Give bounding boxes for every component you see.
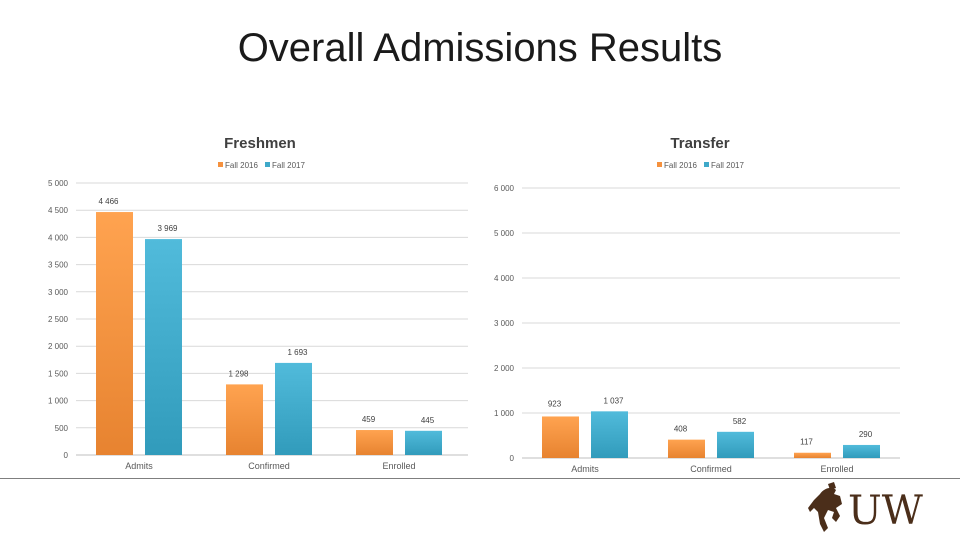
freshmen-bar-enrolled-fall-2017 [405, 430, 442, 455]
transfer-data-label-confirmed-0: 408 [674, 425, 688, 434]
freshmen-ytick-label-7: 3 500 [48, 261, 69, 270]
transfer-ytick-label-6: 6 000 [494, 184, 515, 193]
transfer-category-label-1: Confirmed [690, 464, 732, 474]
transfer-data-label-confirmed-1: 582 [733, 417, 747, 426]
transfer-bar-enrolled-fall-2016 [794, 452, 831, 458]
freshmen-data-label-admits-0: 4 466 [98, 197, 119, 206]
freshmen-ytick-label-1: 500 [55, 424, 69, 433]
transfer-data-label-admits-1: 1 037 [603, 396, 624, 405]
freshmen-data-label-enrolled-1: 445 [421, 416, 435, 425]
freshmen-ytick-label-5: 2 500 [48, 315, 69, 324]
freshmen-legend-swatch-1 [265, 162, 270, 167]
freshmen-ytick-label-2: 1 000 [48, 397, 69, 406]
freshmen-category-label-1: Confirmed [248, 461, 290, 471]
transfer-data-label-enrolled-0: 117 [800, 438, 813, 447]
transfer-legend-label-0: Fall 2016 [664, 161, 697, 170]
freshmen-ytick-label-0: 0 [64, 451, 69, 460]
uw-logo: UW [808, 482, 923, 534]
transfer-bar-admits-fall-2016 [542, 416, 579, 458]
transfer-bar-confirmed-fall-2016 [668, 439, 705, 458]
transfer-ytick-label-1: 1 000 [494, 409, 515, 418]
freshmen-bar-confirmed-fall-2017 [275, 362, 312, 455]
transfer-chart-title: Transfer [670, 135, 729, 152]
freshmen-legend-swatch-0 [218, 162, 223, 167]
freshmen-data-label-admits-1: 3 969 [157, 224, 178, 233]
transfer-bar-enrolled-fall-2017 [843, 444, 880, 458]
transfer-data-label-admits-0: 923 [548, 399, 562, 408]
transfer-ytick-label-5: 5 000 [494, 229, 515, 238]
freshmen-ytick-label-3: 1 500 [48, 369, 69, 378]
freshmen-data-label-confirmed-1: 1 693 [287, 348, 308, 357]
freshmen-legend-label-1: Fall 2017 [272, 161, 305, 170]
transfer-ytick-label-3: 3 000 [494, 319, 515, 328]
freshmen-ytick-label-4: 2 000 [48, 342, 69, 351]
transfer-ytick-label-2: 2 000 [494, 364, 515, 373]
transfer-chart: Transfer Fall 2016 Fall 2017 0 1 000 2 000 3 0… [494, 135, 900, 474]
freshmen-bar-confirmed-fall-2016 [226, 384, 263, 455]
transfer-bar-confirmed-fall-2017 [717, 431, 754, 458]
freshmen-chart-title: Freshmen [224, 135, 296, 152]
freshmen-ytick-label-10: 5 000 [48, 179, 69, 188]
transfer-category-label-0: Admits [571, 464, 599, 474]
transfer-legend-label-1: Fall 2017 [711, 161, 744, 170]
freshmen-data-label-enrolled-0: 459 [362, 415, 376, 424]
freshmen-legend-label-0: Fall 2016 [225, 161, 258, 170]
transfer-bar-admits-fall-2017 [591, 411, 628, 458]
transfer-legend-swatch-1 [704, 162, 709, 167]
bucking-horse-rider-icon [808, 482, 842, 532]
transfer-ytick-label-4: 4 000 [494, 274, 515, 283]
freshmen-bar-admits-fall-2016 [96, 212, 133, 455]
transfer-data-label-enrolled-1: 290 [859, 430, 873, 439]
freshmen-ytick-label-6: 3 000 [48, 288, 69, 297]
transfer-category-label-2: Enrolled [820, 464, 853, 474]
freshmen-ytick-label-8: 4 000 [48, 233, 69, 242]
freshmen-bar-enrolled-fall-2016 [356, 430, 393, 455]
transfer-ytick-label-0: 0 [510, 454, 515, 463]
slide-title: Overall Admissions Results [237, 26, 723, 70]
uw-logo-text: UW [848, 488, 923, 534]
footer-divider [0, 478, 960, 479]
freshmen-chart: Freshmen Fall 2016 Fall 2017 0 500 1 000 1 500… [48, 135, 468, 471]
transfer-legend-swatch-0 [657, 162, 662, 167]
freshmen-data-label-confirmed-0: 1 298 [228, 369, 249, 378]
freshmen-category-label-0: Admits [125, 461, 153, 471]
freshmen-category-label-2: Enrolled [382, 461, 415, 471]
freshmen-ytick-label-9: 4 500 [48, 206, 69, 215]
freshmen-bar-admits-fall-2017 [145, 239, 182, 455]
